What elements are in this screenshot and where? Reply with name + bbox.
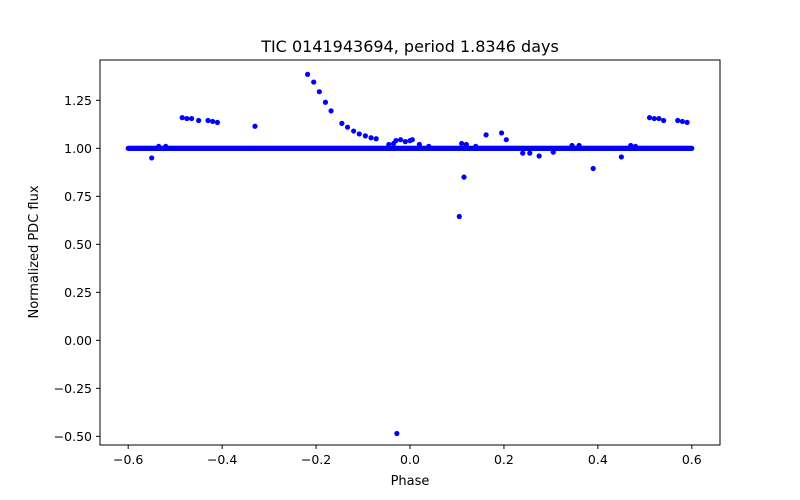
data-point bbox=[149, 155, 155, 161]
y-axis-label: Normalized PDC flux bbox=[27, 185, 42, 318]
y-tick-label: 0.75 bbox=[64, 189, 92, 204]
y-tick-label: 0.50 bbox=[64, 237, 92, 252]
data-point bbox=[675, 117, 681, 124]
data-point bbox=[156, 143, 162, 150]
data-point bbox=[628, 142, 634, 149]
data-point bbox=[618, 154, 624, 160]
data-point bbox=[393, 138, 399, 144]
y-tick-label: 0.25 bbox=[64, 285, 92, 300]
data-point bbox=[373, 136, 379, 142]
data-point bbox=[322, 99, 329, 105]
x-tick-label: 0.6 bbox=[682, 452, 702, 467]
data-point bbox=[188, 115, 195, 122]
x-axis: −0.6 −0.4 −0.2 0.0 0.2 0.4 0.6 bbox=[113, 445, 702, 467]
data-point bbox=[398, 137, 404, 143]
data-point bbox=[503, 137, 509, 143]
y-tick-label: −0.25 bbox=[54, 381, 92, 396]
data-point bbox=[362, 133, 368, 139]
data-point bbox=[179, 115, 185, 121]
data-point bbox=[305, 71, 311, 77]
chart-title: TIC 0141943694, period 1.8346 days bbox=[260, 37, 559, 56]
data-point bbox=[473, 143, 479, 150]
data-point bbox=[632, 143, 639, 150]
data-point bbox=[184, 115, 190, 122]
data-point bbox=[328, 108, 334, 114]
x-tick-label: −0.6 bbox=[113, 452, 143, 467]
data-point bbox=[520, 150, 526, 156]
data-point bbox=[461, 174, 467, 180]
data-point bbox=[456, 213, 462, 220]
data-point bbox=[402, 139, 408, 145]
data-point bbox=[205, 117, 211, 124]
data-point bbox=[661, 117, 667, 124]
x-axis-label: Phase bbox=[391, 474, 430, 489]
x-tick-label: 0.4 bbox=[588, 452, 608, 467]
y-tick-label: −0.50 bbox=[54, 429, 92, 444]
data-point bbox=[646, 115, 653, 121]
data-point bbox=[311, 79, 317, 85]
data-points bbox=[125, 71, 695, 437]
y-tick-label: 1.00 bbox=[64, 141, 92, 156]
data-point bbox=[368, 135, 374, 141]
data-point bbox=[356, 131, 362, 137]
data-point bbox=[684, 119, 690, 126]
data-point bbox=[498, 130, 505, 136]
data-point bbox=[409, 137, 415, 143]
data-point bbox=[339, 120, 345, 126]
data-point bbox=[483, 132, 489, 138]
y-tick-label: 0.00 bbox=[64, 333, 92, 348]
data-point bbox=[210, 118, 216, 125]
data-point bbox=[536, 153, 542, 159]
data-point bbox=[426, 143, 432, 150]
data-point bbox=[196, 117, 202, 124]
x-tick-label: −0.4 bbox=[207, 452, 237, 467]
data-point bbox=[459, 140, 465, 147]
data-point bbox=[463, 141, 469, 148]
y-axis: −0.50 −0.25 0.00 0.25 0.50 0.75 1.00 1.25 bbox=[54, 93, 100, 444]
x-tick-label: 0.0 bbox=[400, 452, 420, 467]
data-point bbox=[214, 119, 221, 126]
data-point bbox=[416, 141, 422, 148]
x-tick-label: −0.2 bbox=[301, 452, 331, 467]
data-point bbox=[527, 150, 533, 156]
data-point bbox=[351, 128, 357, 134]
data-point bbox=[679, 118, 686, 125]
data-point bbox=[569, 142, 575, 149]
data-point bbox=[590, 165, 596, 172]
data-point bbox=[252, 123, 258, 129]
data-point bbox=[550, 149, 556, 155]
data-point bbox=[386, 141, 392, 148]
y-tick-label: 1.25 bbox=[64, 93, 92, 108]
data-point bbox=[344, 124, 351, 130]
data-point bbox=[316, 89, 322, 95]
data-point bbox=[651, 115, 657, 122]
data-point bbox=[656, 115, 662, 122]
data-point bbox=[163, 143, 169, 150]
data-point bbox=[394, 430, 400, 437]
baseline-point bbox=[689, 145, 695, 151]
data-point bbox=[576, 142, 582, 149]
x-tick-label: 0.2 bbox=[494, 452, 514, 467]
